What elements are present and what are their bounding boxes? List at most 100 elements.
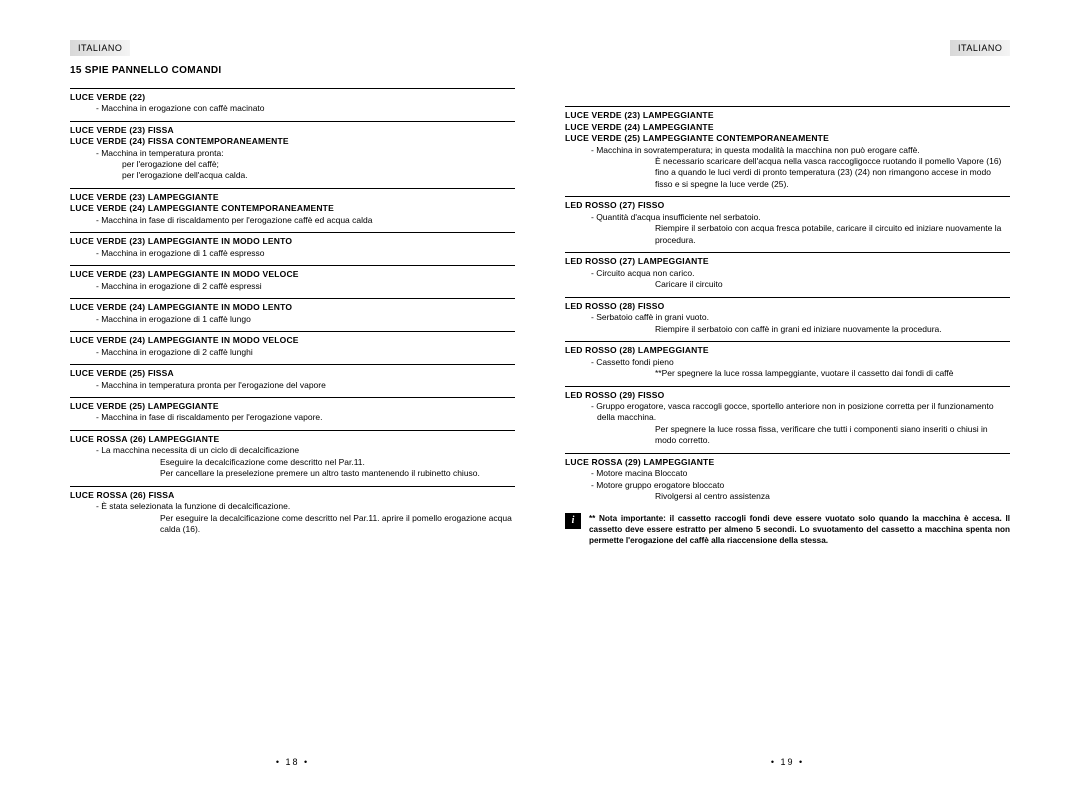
entry-title: LUCE VERDE (24) LAMPEGGIANTE CONTEMPORAN… xyxy=(70,203,515,214)
divider xyxy=(70,331,515,332)
info-icon: i xyxy=(565,513,581,529)
entry-title: LUCE VERDE (25) LAMPEGGIANTE CONTEMPORAN… xyxy=(565,133,1010,144)
entry: LED ROSSO (29) FISSO - Gruppo erogatore,… xyxy=(565,390,1010,447)
divider xyxy=(565,297,1010,298)
entry-text: - Cassetto fondi pieno xyxy=(565,357,1010,368)
entry-text: - Macchina in erogazione di 2 caffè lung… xyxy=(70,347,515,358)
entry-title: LUCE ROSSA (29) LAMPEGGIANTE xyxy=(565,457,1010,468)
page-number-left: • 18 • xyxy=(70,744,515,768)
divider xyxy=(565,252,1010,253)
entry-text: - È stata selezionata la funzione di dec… xyxy=(70,501,515,512)
entry-text: Per spegnere la luce rossa fissa, verifi… xyxy=(565,424,1010,447)
divider xyxy=(565,106,1010,107)
entry-title: LUCE VERDE (23) LAMPEGGIANTE IN MODO LEN… xyxy=(70,236,515,247)
entry: LUCE VERDE (23) LAMPEGGIANTE IN MODO LEN… xyxy=(70,236,515,259)
entry-text: - Macchina in sovratemperatura; in quest… xyxy=(565,145,1010,156)
entry-title: LUCE VERDE (24) FISSA CONTEMPORANEAMENTE xyxy=(70,136,515,147)
entry-text: - Macchina in erogazione di 1 caffè lung… xyxy=(70,314,515,325)
entry-text: **Per spegnere la luce rossa lampeggiant… xyxy=(565,368,1010,379)
entry-title: LUCE VERDE (23) LAMPEGGIANTE xyxy=(70,192,515,203)
divider xyxy=(70,397,515,398)
entry: LUCE VERDE (23) LAMPEGGIANTE LUCE VERDE … xyxy=(70,192,515,226)
entry: LUCE ROSSA (29) LAMPEGGIANTE - Motore ma… xyxy=(565,457,1010,503)
section-heading: 15 SPIE PANNELLO COMANDI xyxy=(70,64,515,78)
entry-title: LED ROSSO (28) LAMPEGGIANTE xyxy=(565,345,1010,356)
entry-text: - Macchina in temperatura pronta per l'e… xyxy=(70,380,515,391)
entry-title: LUCE VERDE (23) FISSA xyxy=(70,125,515,136)
entry-title: LED ROSSO (28) FISSO xyxy=(565,301,1010,312)
language-badge-left: ITALIANO xyxy=(70,40,130,56)
entry-text: - Macchina in erogazione di 2 caffè espr… xyxy=(70,281,515,292)
divider xyxy=(70,88,515,89)
entry: LED ROSSO (28) FISSO - Serbatoio caffè i… xyxy=(565,301,1010,335)
entry-title: LED ROSSO (27) LAMPEGGIANTE xyxy=(565,256,1010,267)
entry-text: - Macchina in erogazione con caffè macin… xyxy=(70,103,515,114)
entry-title: LUCE VERDE (22) xyxy=(70,92,515,103)
entry: LUCE VERDE (22) - Macchina in erogazione… xyxy=(70,92,515,115)
divider xyxy=(70,188,515,189)
entry-text: - Quantità d'acqua insufficiente nel ser… xyxy=(565,212,1010,223)
entry-text: - Motore macina Bloccato xyxy=(565,468,1010,479)
entry: LUCE VERDE (23) LAMPEGGIANTE IN MODO VEL… xyxy=(70,269,515,292)
entry-title: LUCE ROSSA (26) LAMPEGGIANTE xyxy=(70,434,515,445)
divider xyxy=(70,430,515,431)
entry: LUCE VERDE (23) LAMPEGGIANTE LUCE VERDE … xyxy=(565,110,1010,190)
page-left: ITALIANO 15 SPIE PANNELLO COMANDI LUCE V… xyxy=(45,40,540,768)
divider xyxy=(70,232,515,233)
important-note: i ** Nota importante: il cassetto raccog… xyxy=(565,513,1010,546)
entry-text: È necessario scaricare dell'acqua nella … xyxy=(565,156,1010,190)
entry-title: LED ROSSO (27) FISSO xyxy=(565,200,1010,211)
entry-title: LUCE VERDE (23) LAMPEGGIANTE IN MODO VEL… xyxy=(70,269,515,280)
entry-text: Riempire il serbatoio con acqua fresca p… xyxy=(565,223,1010,246)
entry: LUCE VERDE (24) LAMPEGGIANTE IN MODO VEL… xyxy=(70,335,515,358)
spacer xyxy=(565,56,1010,102)
entry: LED ROSSO (27) FISSO - Quantità d'acqua … xyxy=(565,200,1010,246)
divider xyxy=(70,121,515,122)
entry-text: - Gruppo erogatore, vasca raccogli gocce… xyxy=(565,401,1010,424)
divider xyxy=(565,196,1010,197)
entry-text: - La macchina necessita di un ciclo di d… xyxy=(70,445,515,456)
entry-text: - Motore gruppo erogatore bloccato xyxy=(565,480,1010,491)
entry-text: Rivolgersi al centro assistenza xyxy=(565,491,1010,502)
divider xyxy=(70,486,515,487)
entry-title: LUCE VERDE (24) LAMPEGGIANTE IN MODO VEL… xyxy=(70,335,515,346)
entry-text: - Macchina in fase di riscaldamento per … xyxy=(70,412,515,423)
entry-title: LUCE VERDE (23) LAMPEGGIANTE xyxy=(565,110,1010,121)
entry-text: Eseguire la decalcificazione come descri… xyxy=(70,457,515,468)
entry: LUCE ROSSA (26) FISSA - È stata selezion… xyxy=(70,490,515,536)
entry: LUCE VERDE (23) FISSA LUCE VERDE (24) FI… xyxy=(70,125,515,182)
entry-text: per l'erogazione del caffè; xyxy=(70,159,515,170)
entry-title: LUCE VERDE (24) LAMPEGGIANTE IN MODO LEN… xyxy=(70,302,515,313)
entry: LED ROSSO (27) LAMPEGGIANTE - Circuito a… xyxy=(565,256,1010,290)
page-right: ITALIANO LUCE VERDE (23) LAMPEGGIANTE LU… xyxy=(540,40,1035,768)
entry: LUCE VERDE (25) FISSA - Macchina in temp… xyxy=(70,368,515,391)
page-number-right: • 19 • xyxy=(565,744,1010,768)
entry-text: - Macchina in temperatura pronta: xyxy=(70,148,515,159)
entry-text: Riempire il serbatoio con caffè in grani… xyxy=(565,324,1010,335)
divider xyxy=(70,298,515,299)
entry-text: Per cancellare la preselezione premere u… xyxy=(70,468,515,479)
divider xyxy=(565,453,1010,454)
divider xyxy=(565,386,1010,387)
divider xyxy=(70,364,515,365)
entry-title: LUCE VERDE (24) LAMPEGGIANTE xyxy=(565,122,1010,133)
entry: LUCE ROSSA (26) LAMPEGGIANTE - La macchi… xyxy=(70,434,515,480)
language-badge-right: ITALIANO xyxy=(950,40,1010,56)
entry: LUCE VERDE (24) LAMPEGGIANTE IN MODO LEN… xyxy=(70,302,515,325)
entry-title: LUCE VERDE (25) FISSA xyxy=(70,368,515,379)
entry-text: - Circuito acqua non carico. xyxy=(565,268,1010,279)
entry-text: Caricare il circuito xyxy=(565,279,1010,290)
entry: LED ROSSO (28) LAMPEGGIANTE - Cassetto f… xyxy=(565,345,1010,379)
entry-title: LUCE ROSSA (26) FISSA xyxy=(70,490,515,501)
entry-text: - Serbatoio caffè in grani vuoto. xyxy=(565,312,1010,323)
entry-title: LUCE VERDE (25) LAMPEGGIANTE xyxy=(70,401,515,412)
entry: LUCE VERDE (25) LAMPEGGIANTE - Macchina … xyxy=(70,401,515,424)
entry-text: per l'erogazione dell'acqua calda. xyxy=(70,170,515,181)
divider xyxy=(70,265,515,266)
note-text: ** Nota importante: il cassetto raccogli… xyxy=(589,513,1010,546)
entry-text: - Macchina in erogazione di 1 caffè espr… xyxy=(70,248,515,259)
entry-title: LED ROSSO (29) FISSO xyxy=(565,390,1010,401)
entry-text: Per eseguire la decalcificazione come de… xyxy=(70,513,515,536)
entry-text: - Macchina in fase di riscaldamento per … xyxy=(70,215,515,226)
divider xyxy=(565,341,1010,342)
